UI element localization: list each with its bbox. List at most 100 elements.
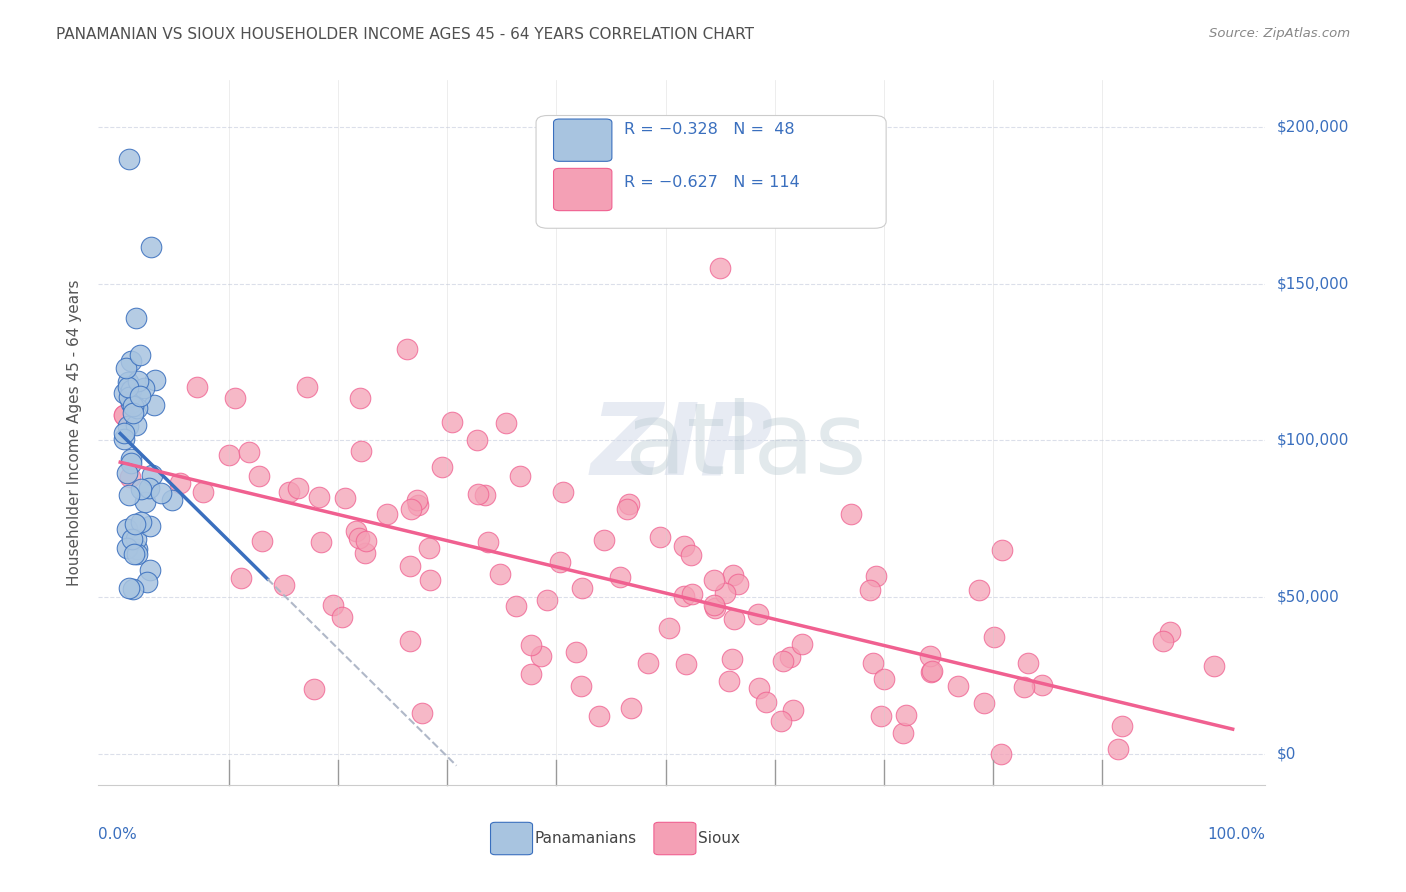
Point [1031, 678, 1053, 692]
Point [488, 566, 510, 581]
Point [548, 555, 571, 569]
Point [287, 481, 309, 495]
Point [495, 416, 517, 430]
Point [718, 674, 741, 689]
FancyBboxPatch shape [654, 822, 696, 855]
Point [349, 391, 371, 405]
Point [117, 380, 139, 394]
Point [894, 708, 917, 723]
Point [1012, 680, 1035, 694]
Text: PANAMANIAN VS SIOUX HOUSEHOLDER INCOME AGES 45 - 64 YEARS CORRELATION CHART: PANAMANIAN VS SIOUX HOUSEHOLDER INCOME A… [56, 27, 754, 42]
Point [117, 375, 139, 389]
Text: atlas: atlas [498, 398, 866, 495]
Point [530, 648, 553, 663]
Point [115, 541, 138, 555]
Point [121, 399, 143, 413]
Point [616, 501, 638, 516]
Point [617, 497, 640, 511]
Point [112, 432, 135, 446]
Point [474, 488, 496, 502]
Point [862, 656, 884, 670]
Point [344, 524, 367, 539]
Point [120, 384, 142, 398]
Point [658, 621, 681, 635]
Point [395, 342, 418, 356]
Text: $100,000: $100,000 [1277, 433, 1348, 448]
Point [125, 310, 148, 325]
Point [114, 361, 136, 376]
Point [432, 460, 454, 475]
Point [128, 389, 150, 403]
Point [593, 533, 616, 548]
Point [703, 598, 725, 612]
Text: $0: $0 [1277, 746, 1296, 761]
Point [672, 539, 695, 553]
Point [672, 589, 695, 603]
Point [551, 484, 574, 499]
Point [122, 547, 145, 561]
FancyBboxPatch shape [554, 169, 612, 211]
Point [1159, 625, 1181, 640]
Point [772, 654, 794, 668]
Point [419, 574, 441, 588]
Point [893, 726, 915, 740]
Point [125, 547, 148, 561]
Point [1204, 659, 1226, 673]
Point [169, 476, 191, 491]
Point [143, 373, 166, 387]
Text: R = −0.627   N = 114: R = −0.627 N = 114 [624, 175, 800, 190]
Point [873, 672, 896, 686]
FancyBboxPatch shape [554, 119, 612, 161]
Point [132, 381, 155, 395]
Text: $50,000: $50,000 [1277, 590, 1340, 605]
Point [124, 532, 146, 546]
Point [406, 498, 429, 512]
Point [770, 714, 793, 728]
Point [536, 593, 558, 607]
Point [620, 700, 643, 714]
Point [571, 581, 593, 595]
Point [782, 702, 804, 716]
Point [121, 582, 143, 596]
Point [920, 648, 942, 663]
Point [921, 664, 943, 678]
Point [467, 487, 489, 501]
Point [117, 419, 139, 434]
Point [112, 408, 135, 422]
Point [112, 409, 135, 423]
Point [115, 467, 138, 481]
Point [238, 444, 260, 458]
Text: Sioux: Sioux [699, 831, 740, 846]
Point [440, 415, 463, 429]
Point [637, 656, 659, 670]
Point [139, 519, 162, 533]
Point [249, 469, 271, 483]
Point [399, 634, 422, 648]
Point [186, 380, 208, 394]
Point [308, 490, 330, 504]
Point [330, 610, 353, 624]
Point [350, 444, 373, 458]
Point [755, 695, 778, 709]
Point [650, 530, 672, 544]
Point [870, 709, 893, 723]
Point [714, 586, 737, 600]
Point [322, 598, 344, 612]
Point [335, 491, 357, 505]
Point [278, 485, 301, 500]
Point [477, 534, 499, 549]
Point [465, 433, 488, 447]
Point [229, 571, 252, 585]
Text: Source: ZipAtlas.com: Source: ZipAtlas.com [1209, 27, 1350, 40]
Point [406, 493, 429, 508]
Point [418, 541, 440, 556]
Point [127, 374, 149, 388]
Point [224, 391, 246, 405]
Point [609, 570, 631, 584]
Text: 0.0%: 0.0% [98, 827, 138, 842]
Point [588, 709, 610, 723]
Point [1017, 657, 1039, 671]
Point [399, 502, 422, 516]
Point [967, 583, 990, 598]
Point [250, 533, 273, 548]
